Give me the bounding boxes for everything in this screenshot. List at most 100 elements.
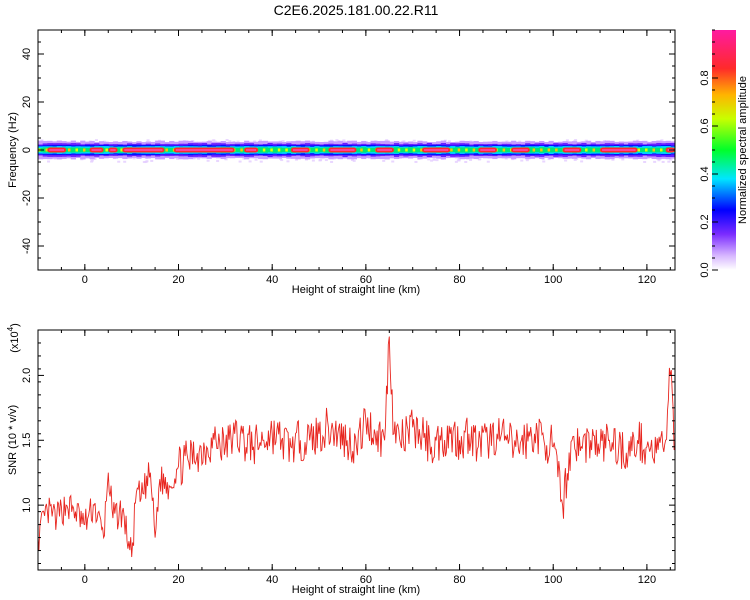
spectrogram-mid-cell — [457, 148, 461, 152]
spectrogram-xtick-label: 20 — [172, 274, 184, 286]
spectrogram-noise-cell — [117, 160, 121, 163]
spectrogram-ytick-label: 40 — [21, 48, 33, 60]
spectrogram-band-cell — [595, 147, 601, 153]
spectrogram-noise-cell — [225, 138, 229, 141]
spectrogram-xtick-label: 60 — [360, 274, 372, 286]
spectrogram-band-cell — [84, 147, 91, 153]
spectrogram-mid-cell — [585, 148, 588, 152]
spectrogram-xtick-label: 120 — [638, 274, 656, 286]
spectrogram-band-cell — [656, 147, 662, 153]
spectrogram-mid-cell — [285, 148, 288, 152]
spectrogram-noise-cell — [643, 160, 647, 163]
spectrogram-noise-cell — [47, 160, 51, 163]
spectrogram-noise-cell — [486, 160, 490, 163]
snr-xtick-label: 20 — [172, 574, 184, 586]
spectrogram-noise-cell — [580, 160, 584, 163]
spectrogram-noise-cell — [242, 157, 246, 160]
spectrogram-ytick-label: 20 — [21, 96, 33, 108]
spectrogram-noise-cell — [40, 139, 44, 142]
spectrogram-noise-cell — [661, 160, 665, 163]
spectrogram-noise-cell — [430, 159, 434, 162]
spectrogram-noise-cell — [146, 139, 150, 142]
spectrogram-noise-cell — [541, 158, 545, 161]
spectrogram-noise-cell — [253, 140, 257, 143]
spectrogram-noise-cell — [653, 160, 657, 163]
snr-scale-base: (x10 — [9, 331, 21, 352]
colorbar-tick-label: 0.6 — [699, 118, 711, 133]
spectrogram-noise-cell — [321, 157, 325, 160]
spectrogram-mid-cell — [277, 148, 281, 152]
spectrogram-band-cell — [646, 147, 653, 153]
spectrogram-mid-cell — [240, 148, 243, 152]
spectrogram-peak-core — [292, 149, 308, 151]
spectrogram-mid-cell — [465, 148, 468, 152]
spectrogram-noise-cell — [542, 160, 546, 163]
spectrogram-panel: 0 20 40 60 80 100 120 40 20 0 -20 -40 Height of str… — [7, 29, 676, 296]
spectrogram-noise-cell — [319, 159, 323, 162]
spectrogram-mid-cell — [315, 148, 318, 152]
spectrogram-mid-cell — [367, 148, 371, 152]
spectrogram-mid-cell — [262, 148, 266, 152]
spectrogram-noise-cell — [435, 159, 439, 162]
spectrogram-band-cell — [80, 147, 86, 153]
spectrogram-noise-cell — [228, 140, 232, 143]
spectrogram-peak-core — [110, 149, 116, 151]
snr-xlabel: Height of straight line (km) — [292, 584, 420, 596]
spectrogram-band-cell — [370, 147, 376, 153]
spectrogram-band-cell — [42, 147, 48, 153]
spectrogram-peak-core — [91, 149, 102, 151]
spectrogram-noise-cell — [94, 139, 98, 142]
snr-ytick-label: 1.5 — [21, 433, 33, 448]
spectrogram-noise-cell — [335, 139, 339, 142]
spectrogram-band-cell — [272, 147, 278, 153]
spectrogram-noise-cell — [504, 157, 508, 160]
spectrogram-peak-core — [564, 149, 580, 151]
spectrogram-noise-cell — [518, 140, 522, 143]
spectrogram-noise-cell — [132, 157, 136, 160]
spectrogram-noise-cell — [611, 158, 615, 161]
spectrogram-noise-cell — [212, 139, 216, 142]
snr-xtick-label: 100 — [544, 574, 562, 586]
spectrogram-peak-core — [480, 149, 496, 151]
spectrogram-peak-core — [330, 149, 355, 151]
spectrogram-noise-cell — [525, 159, 529, 162]
spectrogram-noise-cell — [142, 161, 146, 164]
spectrogram-noise-cell — [254, 158, 258, 161]
spectrogram-peak-core — [175, 149, 233, 151]
spectrogram-band-cell — [361, 147, 367, 153]
spectrogram-band-cell — [548, 147, 554, 153]
spectrogram-mid-cell — [420, 148, 423, 152]
spectrogram-peak-core — [49, 149, 65, 151]
colorbar: 0.0 0.2 0.4 0.6 0.8 Normalized spectral ampl… — [699, 29, 749, 278]
spectrogram-noise-cell — [123, 160, 127, 163]
spectrogram-band-cell — [660, 147, 667, 153]
snr-xtick-label: 40 — [266, 574, 278, 586]
spectrogram-peak-core — [602, 149, 636, 151]
spectrogram-noise-cell — [53, 157, 57, 160]
colorbar-gradient — [712, 30, 736, 270]
spectrogram-band-cell — [581, 147, 587, 153]
spectrogram-band-cell — [323, 147, 329, 153]
spectrogram-noise-cell — [207, 139, 211, 142]
spectrogram-noise-cell — [432, 157, 436, 160]
spectrogram-noise-cell — [294, 158, 298, 161]
spectrogram-noise-cell — [213, 140, 217, 143]
spectrogram-noise-cell — [90, 160, 94, 163]
spectrogram-mid-cell — [120, 148, 123, 152]
snr-ylabel: SNR (10 * v/v) — [7, 405, 19, 475]
spectrogram-mid-cell — [532, 148, 536, 152]
snr-xtick-label: 80 — [453, 574, 465, 586]
spectrogram-noise-cell — [330, 160, 334, 163]
spectrogram-band-cell — [454, 147, 461, 153]
spectrogram-noise-cell — [144, 160, 148, 163]
spectrogram-band-cell — [529, 147, 535, 153]
svg-text:(x104): (x104) — [6, 323, 21, 353]
spectrogram-noise-cell — [192, 157, 196, 160]
spectrogram-band-cell — [459, 147, 465, 153]
spectrogram-noise-cell — [324, 159, 328, 162]
spectrogram-band-cell — [468, 147, 475, 153]
spectrogram-noise-cell — [477, 158, 481, 161]
spectrogram-mid-cell — [645, 148, 648, 152]
spectrogram-band-cell — [637, 147, 643, 153]
spectrogram-noise-cell — [457, 157, 461, 160]
